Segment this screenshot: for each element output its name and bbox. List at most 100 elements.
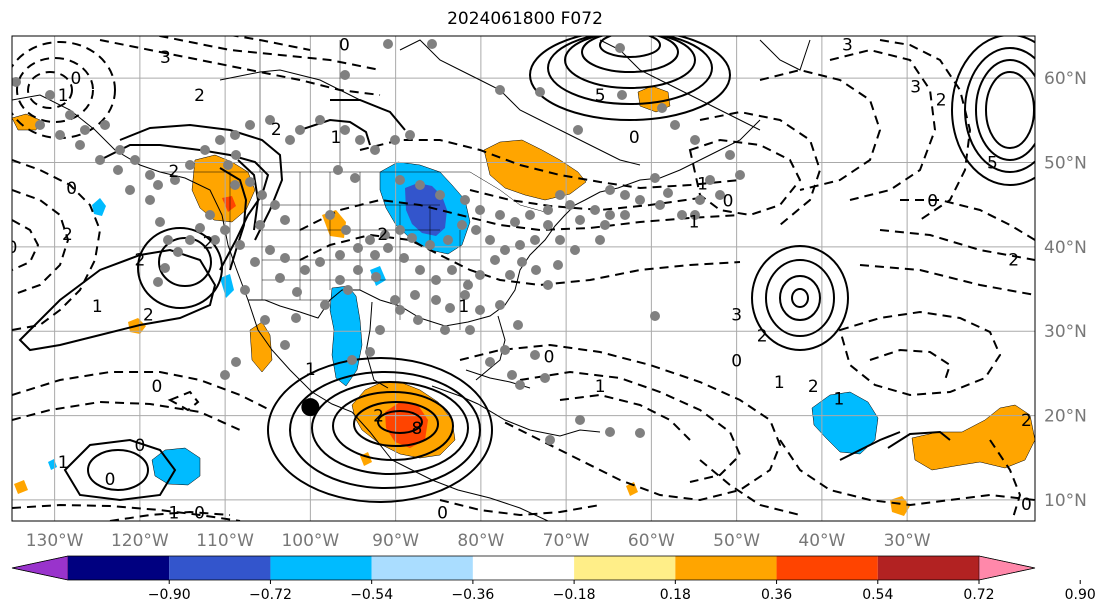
station-dot: [705, 175, 715, 185]
station-dot: [475, 305, 485, 315]
colorbar-tick-label: −0.90: [148, 587, 191, 603]
station-dot: [505, 270, 515, 280]
station-dot: [575, 215, 585, 225]
colorbar-tick-label: −0.72: [249, 587, 292, 603]
lat-tick-label: 50°N: [1044, 154, 1087, 174]
colorbar-block: [68, 556, 170, 580]
station-dot: [500, 345, 510, 355]
contour-label: 2: [1008, 251, 1019, 271]
station-dot: [265, 115, 275, 125]
colorbar-tick-label: 0.90: [1065, 587, 1096, 603]
station-dot: [365, 235, 375, 245]
station-dot: [340, 125, 350, 135]
colorbar-tick-label: −0.36: [451, 587, 494, 603]
contour-label: 0: [71, 69, 82, 89]
lat-tick-label: 20°N: [1044, 407, 1087, 427]
station-dot: [350, 173, 360, 183]
contour-label: 0: [544, 348, 555, 368]
station-dot: [395, 305, 405, 315]
contour-label: 2: [143, 305, 154, 325]
station-dot: [370, 250, 380, 260]
contour-label: 1: [58, 86, 69, 106]
station-dot: [153, 180, 163, 190]
colorbar-tick-label: −0.18: [553, 587, 596, 603]
station-dot: [231, 357, 241, 367]
station-dot: [250, 257, 260, 267]
anomaly-shading: [12, 85, 1035, 516]
station-dot: [530, 350, 540, 360]
station-dot: [255, 220, 265, 230]
station-dot: [415, 265, 425, 275]
station-dot: [280, 215, 290, 225]
station-dot: [170, 175, 180, 185]
station-dot: [395, 225, 405, 235]
station-dot: [531, 265, 541, 275]
station-dot: [200, 145, 210, 155]
colorbar: −0.90 −0.72 −0.54 −0.36 −0.18 0.18 0.36 0.54 0.7…: [11, 555, 1096, 603]
station-dot: [677, 210, 687, 220]
contour-label: 0: [629, 128, 640, 148]
station-dot: [45, 90, 55, 100]
lon-tick-label: 110°W: [196, 531, 254, 551]
contour-label: 0: [927, 191, 938, 211]
station-dot: [173, 247, 183, 257]
station-dot: [565, 200, 575, 210]
station-dot: [540, 373, 550, 383]
positive-anomaly-small-3: [14, 480, 28, 494]
station-dot: [615, 43, 625, 53]
station-dot: [553, 260, 563, 270]
station-dot: [465, 325, 475, 335]
contour-label: 2: [271, 120, 282, 140]
station-dot: [405, 130, 415, 140]
colorbar-block: [371, 556, 473, 580]
station-dot: [415, 180, 425, 190]
lon-tick-label: 70°W: [543, 531, 590, 551]
station-dot: [125, 185, 135, 195]
contour-label: 2: [194, 86, 205, 106]
negative-anomaly-pacific: [151, 447, 201, 486]
colorbar-block: [675, 556, 777, 580]
station-dot: [515, 240, 525, 250]
contour-label: 0: [194, 504, 205, 524]
positive-anomaly-small-1: [626, 482, 638, 496]
station-dot: [457, 220, 467, 230]
political-borders: [160, 40, 546, 330]
lon-tick-label: 50°W: [713, 531, 760, 551]
station-dot: [205, 210, 215, 220]
station-dot: [95, 155, 105, 165]
contour-label: 2: [936, 90, 947, 110]
station-dot: [343, 285, 353, 295]
contour-label: 3: [160, 48, 171, 68]
contour-label: 1: [595, 377, 606, 397]
station-dot: [240, 285, 250, 295]
colorbar-block: [574, 556, 676, 580]
contour-label: 5: [595, 86, 606, 106]
station-dot: [185, 160, 195, 170]
station-dot: [620, 210, 630, 220]
contour-label: 1: [697, 175, 708, 195]
station-dot: [440, 325, 450, 335]
contour-label: 0: [723, 191, 734, 211]
station-dot: [335, 275, 345, 285]
station-dot: [155, 217, 165, 227]
station-dot: [365, 347, 375, 357]
station-dot: [235, 240, 245, 250]
location-marker: [301, 398, 320, 417]
colorbar-extend-low: [11, 555, 69, 581]
contour-label: 0: [66, 179, 77, 199]
station-dot: [447, 265, 457, 275]
contour-label: 2: [169, 162, 180, 182]
station-dot: [260, 315, 270, 325]
station-dot: [335, 250, 345, 260]
contour-label: 2: [808, 377, 819, 397]
station-dot: [353, 243, 363, 253]
contour-label: 0: [731, 352, 742, 372]
station-dot: [545, 435, 555, 445]
station-dot: [435, 190, 445, 200]
station-dot: [431, 275, 441, 285]
contour-label: 1: [689, 213, 700, 233]
contour-label: 0: [152, 377, 163, 397]
station-dot: [145, 170, 155, 180]
